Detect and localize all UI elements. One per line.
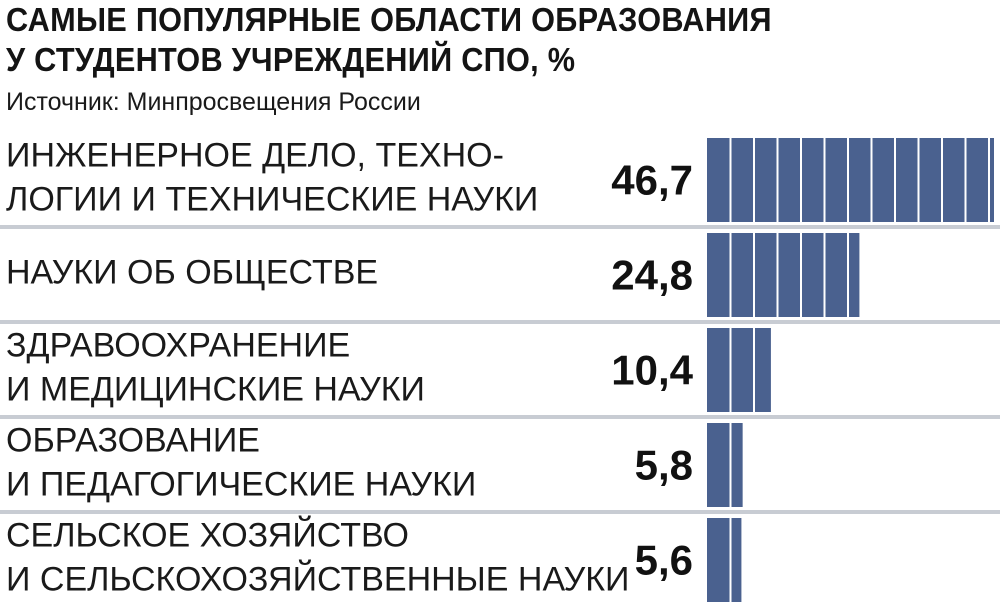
category-label: И МЕДИЦИНСКИЕ НАУКИ (6, 371, 425, 409)
chart-row: ИНЖЕНЕРНОЕ ДЕЛО, ТЕХНО- ЛОГИИ И ТЕХНИЧЕСК… (0, 137, 1000, 229)
bar-segment-line (847, 233, 849, 317)
bar-segment-line (776, 138, 779, 222)
bar-segment-line (823, 233, 826, 317)
bar-segment-line (729, 328, 732, 412)
source-note: Источник: Минпросвещения России (6, 88, 421, 116)
bar-segment-line (729, 233, 732, 317)
bar (707, 328, 771, 412)
category-label: НАУКИ ОБ ОБЩЕСТВЕ (6, 254, 378, 292)
bar-segment-line (941, 138, 943, 222)
bar-segment-line (729, 138, 732, 222)
chart-row: ЗДРАВООХРАНЕНИЕ И МЕДИЦИНСКИЕ НАУКИ 10,4 (0, 327, 1000, 419)
value-label: 46,7 (611, 157, 693, 204)
chart-row: СЕЛЬСКОЕ ХОЗЯЙСТВО И СЕЛЬСКОХОЗЯЙСТВЕННЫЕ… (6, 517, 742, 602)
category-label: ЗДРАВООХРАНЕНИЕ (6, 327, 350, 365)
bar-segment-line (800, 138, 802, 222)
bar (707, 233, 860, 317)
chart-title-line-2: У СТУДЕНТОВ УЧРЕЖДЕНИЙ СПО, % (6, 41, 576, 78)
bar-segment-line (847, 138, 849, 222)
bar-segment-line (753, 233, 755, 317)
category-label: И ПЕДАГОГИЧЕСКИЕ НАУКИ (6, 466, 476, 504)
category-label: ОБРАЗОВАНИЕ (6, 422, 260, 460)
value-label: 10,4 (611, 347, 693, 394)
bar-segment-line (894, 138, 896, 222)
row-divider (0, 510, 1000, 514)
bar-segment-line (964, 138, 967, 222)
chart-title: САМЫЕ ПОПУЛЯРНЫЕ ОБЛАСТИ ОБРАЗОВАНИЯ У С… (6, 0, 772, 80)
bar-segment-line (823, 138, 826, 222)
row-divider (0, 320, 1000, 324)
bar-segment-line (870, 138, 873, 222)
category-label: И СЕЛЬСКОХОЗЯЙСТВЕННЫЕ НАУКИ (6, 561, 630, 599)
bar-segment-line (800, 233, 802, 317)
bar-segment-line (729, 518, 732, 602)
chart-row: НАУКИ ОБ ОБЩЕСТВЕ 24,8 (0, 233, 1000, 324)
bar (707, 138, 994, 222)
bar (707, 518, 742, 602)
bar-segment-line (729, 423, 732, 507)
category-label: ИНЖЕНЕРНОЕ ДЕЛО, ТЕХНО- (6, 137, 504, 175)
bar (707, 423, 743, 507)
bar-segment-line (776, 233, 779, 317)
value-label: 5,6 (635, 537, 693, 584)
category-label: ЛОГИИ И ТЕХНИЧЕСКИЕ НАУКИ (6, 181, 538, 219)
bar-segment-line (988, 138, 990, 222)
value-label: 24,8 (611, 252, 693, 299)
category-label: СЕЛЬСКОЕ ХОЗЯЙСТВО (6, 517, 409, 555)
bar-segment-line (753, 328, 755, 412)
row-divider (0, 225, 1000, 229)
bar-segment-line (753, 138, 755, 222)
chart-title-line-1: САМЫЕ ПОПУЛЯРНЫЕ ОБЛАСТИ ОБРАЗОВАНИЯ (6, 1, 772, 38)
bar-segment-line (917, 138, 920, 222)
chart-row: ОБРАЗОВАНИЕ И ПЕДАГОГИЧЕСКИЕ НАУКИ 5,8 (0, 422, 1000, 514)
row-divider (0, 415, 1000, 419)
value-label: 5,8 (635, 442, 693, 489)
